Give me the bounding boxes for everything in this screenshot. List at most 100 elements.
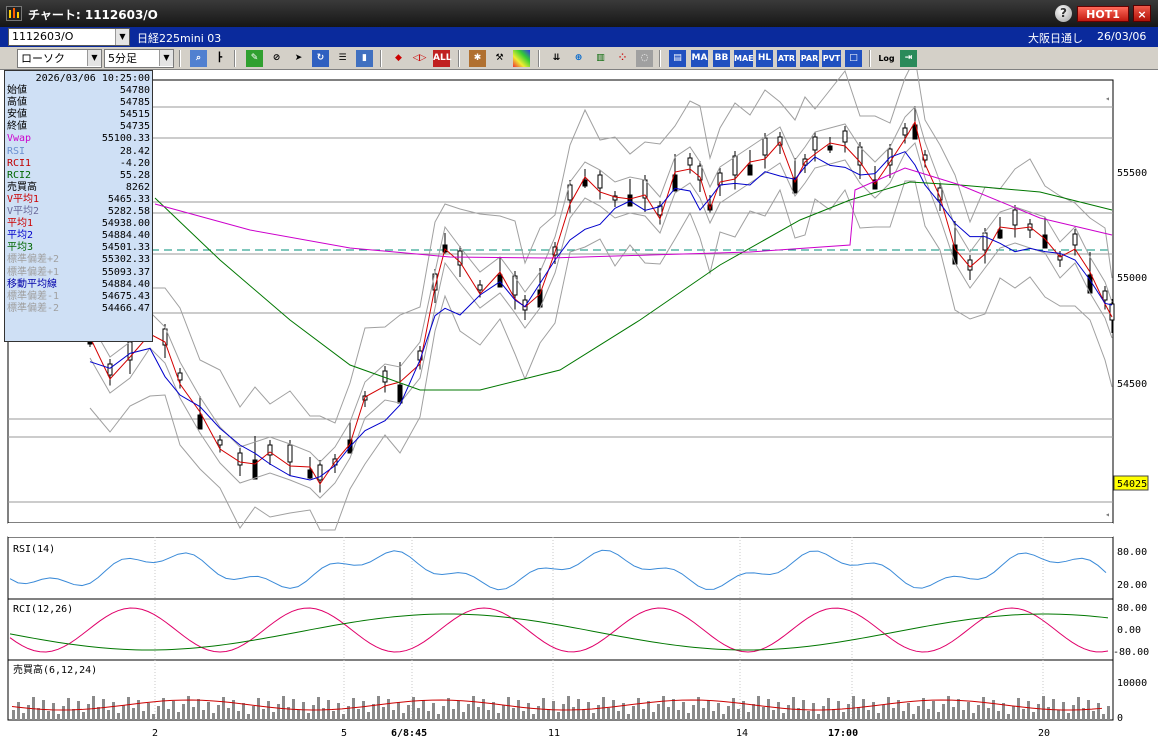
zoom-icon[interactable]: ⊕ [570, 50, 587, 67]
volume-bar [387, 699, 390, 720]
volume-bar [1102, 714, 1105, 720]
data-window[interactable]: 2026/03/06 10:25:00 始値 54780 高値 54785 安値 5451… [4, 70, 153, 342]
pointer-icon[interactable]: ➤ [290, 50, 307, 67]
log-button[interactable]: Log [878, 50, 895, 67]
chevron-down-icon[interactable]: ▼ [159, 50, 173, 66]
pen-icon[interactable]: ✎ [246, 50, 263, 67]
candle-body [1072, 233, 1078, 246]
volume-bar [667, 707, 670, 720]
volume-bar [197, 699, 200, 720]
volume-bar [407, 705, 410, 720]
help-button[interactable]: ? [1055, 5, 1072, 22]
data-window-row: RSI 28.42 [7, 146, 150, 158]
close-button[interactable]: × [1133, 5, 1151, 22]
volume-bar [917, 706, 920, 720]
volume-bar [342, 714, 345, 720]
volume-bar [67, 698, 70, 720]
candle-body [162, 328, 168, 346]
rci1-line [9, 607, 1109, 653]
mae-button[interactable]: MAE [734, 50, 754, 67]
redo-icon[interactable]: ↻ [312, 50, 329, 67]
volume-bar [957, 699, 960, 720]
volume-bar [832, 709, 835, 720]
volume-bar [312, 705, 315, 720]
candle-body [1109, 303, 1115, 321]
candle-body [842, 130, 848, 143]
hl-button[interactable]: HL [756, 50, 773, 67]
volume-bar [892, 708, 895, 720]
volume-bar [457, 701, 460, 720]
search-icon[interactable]: ⌕ [190, 50, 207, 67]
eraser-icon[interactable]: ⊘ [268, 50, 285, 67]
volume-bar [872, 702, 875, 720]
ma-button[interactable]: MA [691, 50, 708, 67]
data-window-row: 標準偏差+1 55093.37 [7, 267, 150, 279]
disabled-icon[interactable]: ◌ [636, 50, 653, 67]
volume-bar [777, 702, 780, 720]
data-window-value: 28.42 [119, 145, 150, 157]
volume-bar [742, 701, 745, 720]
interval-select[interactable]: 5分足 ▼ [104, 49, 174, 68]
volume-bar [432, 703, 435, 720]
rci-tick: 80.00 [1117, 603, 1147, 614]
volume-bar [522, 711, 525, 720]
chart-area[interactable]: ◂ ◂ 55500 55000 54500 54025 RSI(14) 80.00… [0, 56, 1158, 749]
volume-bar [952, 707, 955, 720]
exit-icon[interactable]: ⇥ [900, 50, 917, 67]
bollinger-upper-1 [89, 106, 1113, 463]
volume-bar [617, 711, 620, 720]
volume-bar [702, 708, 705, 720]
wrench-icon[interactable]: ⚒ [491, 50, 508, 67]
volume-bar [392, 710, 395, 720]
candle-body [397, 384, 403, 404]
candle-body [567, 184, 573, 201]
toolbar-separator [179, 50, 181, 67]
volume-bar [837, 701, 840, 720]
data-window-row: 安値 54515 [7, 109, 150, 121]
volume-bar [747, 712, 750, 720]
pvt-button[interactable]: PVT [822, 50, 841, 67]
chart-type-select[interactable]: ローソク ▼ [17, 49, 102, 68]
dots-icon[interactable]: ⁘ [614, 50, 631, 67]
chart-down-icon[interactable]: ⇊ [548, 50, 565, 67]
data-window-row: RCI2 55.28 [7, 170, 150, 182]
data-window-label: 平均2 [7, 230, 34, 242]
volume-bar [927, 709, 930, 720]
chevron-down-icon[interactable]: ▼ [115, 29, 129, 45]
atr-button[interactable]: ATR [777, 50, 796, 67]
price-table-icon[interactable]: ▤ [669, 50, 686, 67]
bb-button[interactable]: BB [713, 50, 730, 67]
ma-long-line [154, 181, 1113, 391]
volume-bar [192, 707, 195, 720]
volume-bar [157, 706, 160, 720]
volume-bar [807, 711, 810, 720]
chart-window-icon[interactable]: ▥ [592, 50, 609, 67]
hot-button[interactable]: HOT1 [1077, 6, 1129, 22]
arrows-icon[interactable]: ◁▷ [411, 50, 428, 67]
data-window-value: 54884.40 [101, 278, 150, 290]
grid-icon[interactable]: ◆ [390, 50, 407, 67]
candle-body [307, 469, 313, 479]
list-icon[interactable]: ☰ [334, 50, 351, 67]
data-window-label: Vwap [7, 133, 32, 145]
window-title: チャート: 1112603/O [28, 8, 158, 22]
rci2-line [9, 613, 1109, 651]
volume-bar [1057, 710, 1060, 720]
chevron-down-icon[interactable]: ▼ [87, 50, 101, 66]
trash-icon[interactable]: ▮ [356, 50, 373, 67]
palette-icon[interactable] [513, 50, 530, 67]
volume-bar [212, 713, 215, 720]
all-icon[interactable]: ALL [433, 50, 451, 67]
cursor-icon[interactable]: ┣ [211, 50, 228, 67]
settings-icon[interactable]: ✱ [469, 50, 486, 67]
x-tick-label: 14 [736, 728, 748, 739]
chart-canvas[interactable]: ◂ ◂ 55500 55000 54500 54025 RSI(14) 80.00… [0, 56, 1158, 749]
current-price-badge [1113, 475, 1149, 491]
chart-type-value: ローソク [21, 52, 65, 65]
box-icon[interactable]: □ [845, 50, 862, 67]
par-button[interactable]: PAR [800, 50, 819, 67]
volume-bar [272, 712, 275, 720]
volume-bar [247, 714, 250, 720]
data-window-row: V平均2 5282.58 [7, 206, 150, 218]
symbol-select[interactable]: 1112603/O ▼ [8, 28, 130, 46]
